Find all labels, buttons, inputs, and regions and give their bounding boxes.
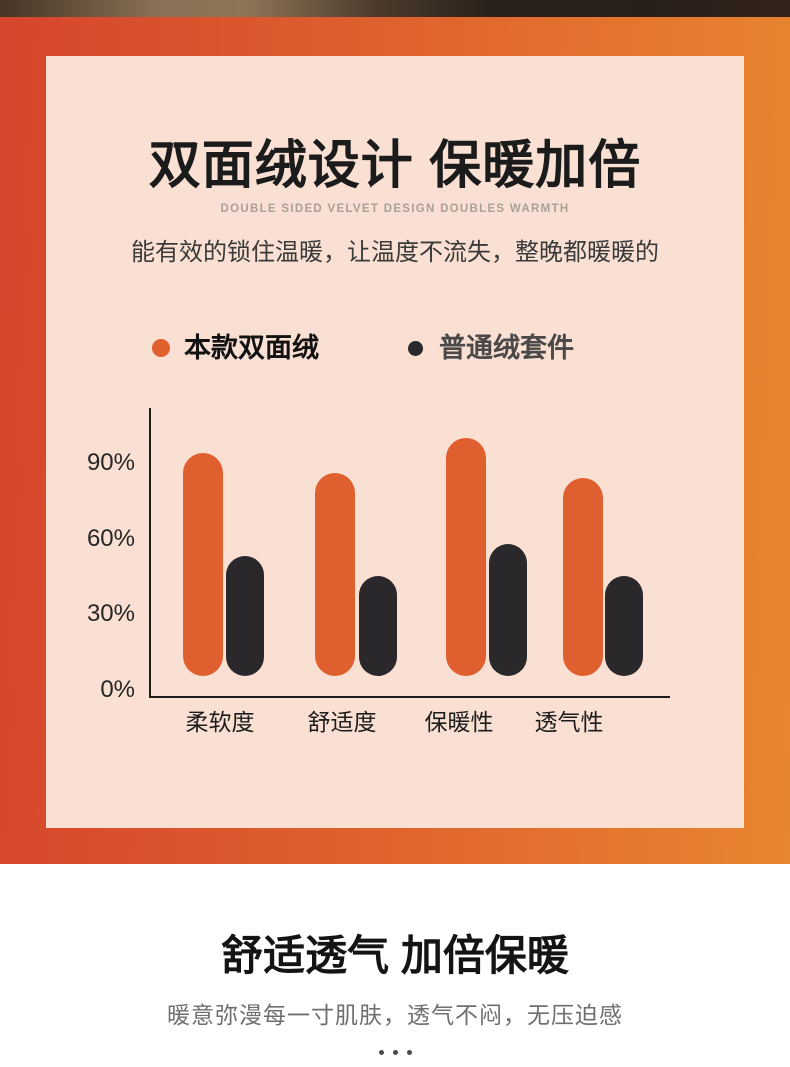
- legend-dot-black-icon: [408, 340, 423, 356]
- bar-ordinary-3: [489, 543, 527, 676]
- bar-ordinary-4: [605, 576, 643, 676]
- previous-banner-edge: [0, 0, 790, 17]
- x-axis-label: 柔软度: [185, 709, 255, 735]
- bar-product-4: [563, 478, 603, 676]
- feature-card: 双面绒设计 保暖加倍 DOUBLE SIDED VELVET DESIGN DO…: [46, 56, 744, 828]
- pager-dot: [378, 1049, 384, 1055]
- x-axis-label: 保暖性: [424, 709, 494, 735]
- bar-ordinary-2: [359, 576, 397, 676]
- pager-dot: [392, 1049, 398, 1055]
- x-axis-label: 舒适度: [307, 709, 377, 735]
- orange-gradient-section: 双面绒设计 保暖加倍 DOUBLE SIDED VELVET DESIGN DO…: [0, 17, 790, 864]
- bar-ordinary-1: [226, 556, 264, 676]
- legend-item-ordinary: 普通绒套件: [408, 331, 574, 365]
- x-axis-label: 透气性: [534, 709, 604, 735]
- pager-dot: [406, 1049, 412, 1055]
- legend-label-product: 本款双面绒: [184, 333, 319, 363]
- bar-product-1: [183, 452, 223, 676]
- bar-chart: 90% 60% 30% 0% 柔软度 舒适度 保暖性 透气性: [46, 56, 744, 828]
- bottom-subtitle: 暖意弥漫每一寸肌肤，透气不闷，无压迫感: [167, 1002, 623, 1028]
- bar-product-2: [315, 473, 355, 676]
- bottom-title: 舒适透气 加倍保暖: [221, 932, 569, 979]
- y-tick-label: 0%: [100, 676, 135, 703]
- y-tick-label: 60%: [86, 524, 135, 552]
- card-description: 能有效的锁住温暖，让温度不流失，整晚都暖暖的: [131, 239, 659, 266]
- y-tick-label: 30%: [86, 600, 135, 628]
- bottom-section: 舒适透气 加倍保暖 暖意弥漫每一寸肌肤，透气不闷，无压迫感: [0, 864, 790, 1067]
- card-title: 双面绒设计 保暖加倍: [148, 137, 642, 195]
- x-axis-line: [149, 696, 670, 698]
- legend-dot-orange-icon: [152, 339, 170, 357]
- bar-product-3: [446, 437, 486, 676]
- legend-item-product: 本款双面绒: [152, 331, 319, 365]
- pager-dots: [0, 1047, 790, 1057]
- y-axis-line: [149, 408, 151, 698]
- y-tick-label: 90%: [86, 448, 135, 476]
- card-subtitle-en: DOUBLE SIDED VELVET DESIGN DOUBLES WARMT…: [220, 203, 570, 215]
- legend-label-ordinary: 普通绒套件: [439, 333, 574, 363]
